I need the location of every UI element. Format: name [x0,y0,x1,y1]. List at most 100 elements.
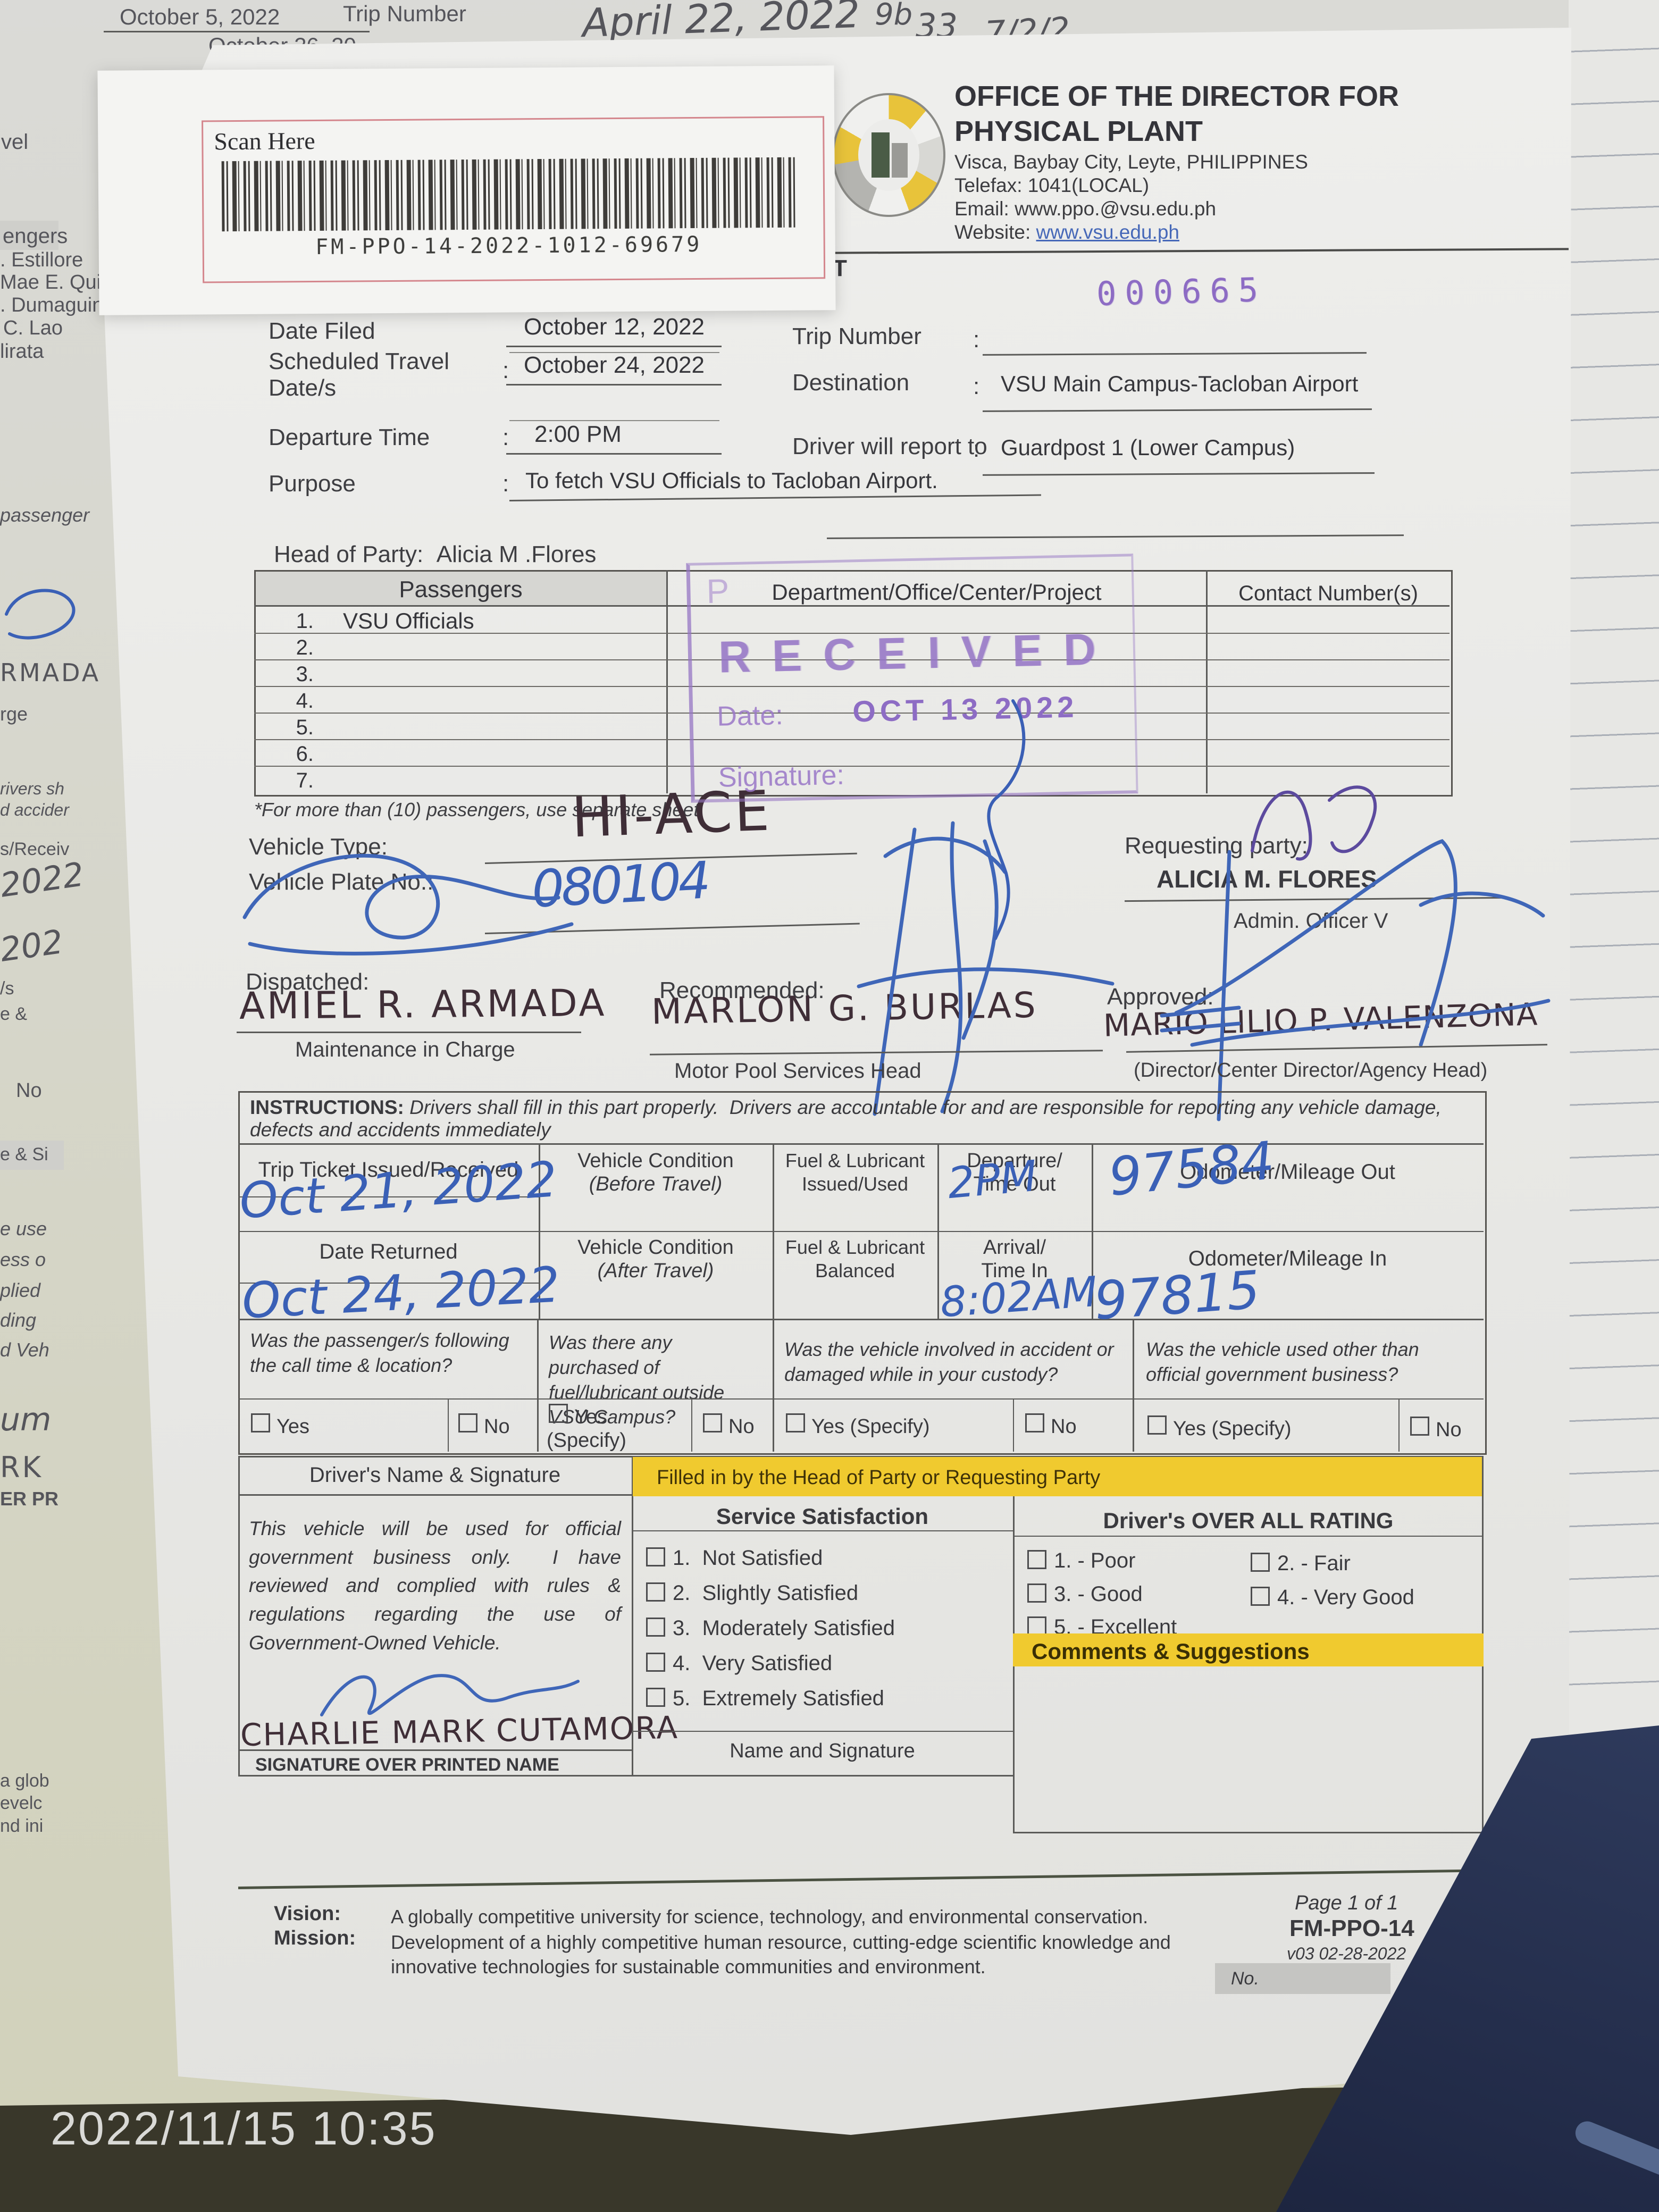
driver-name-handwritten: CHARLIE MARK CUTAMORA [240,1709,679,1754]
rating-verygood-checkbox [1251,1587,1270,1606]
filled-in-banner-text: Filled in by the Head of Party or Reques… [657,1467,1101,1489]
stamp-pen-mark [987,699,1026,940]
logo-building [872,132,890,178]
section-line [238,1494,632,1496]
name-and-signature-label: Name and Signature [730,1740,915,1762]
table-line [238,1196,539,1197]
q2-yes-specify-label: (Specify) [547,1429,626,1452]
recommended-signature [857,821,1115,1116]
q4-yes-label: Yes (Specify) [1173,1418,1292,1440]
bg-fragment: /s [0,978,14,999]
requesting-party-name: ALICIA M. FLORES [1157,865,1377,893]
barcode-number: FM-PPO-14-2022-1012-69679 [315,232,702,259]
rating-good-checkbox [1027,1583,1046,1603]
rating-verygood-label: 4. - Very Good [1277,1586,1414,1609]
question-call-time: Was the passenger/s following the call t… [250,1329,509,1376]
bg-fragment: ess o [0,1249,46,1270]
section-divider [632,1456,633,1776]
bg-fragment: e & [0,1004,28,1024]
mission-label: Mission: [274,1927,356,1949]
passenger-row-num: 4. [296,689,314,713]
mission-text-line2: innovative technologies for sustainable … [391,1956,986,1978]
satisfaction-4-checkbox [646,1653,665,1672]
form-code: FM-PPO-14 [1289,1915,1414,1941]
camera-timestamp: 2022/11/15 10:35 [51,2102,437,2155]
trip-ticket-issued-header: Trip Ticket Issued/Received [258,1158,519,1182]
bg-fragment: rge [0,703,28,725]
odometer-out-header: Odometer/Mileage Out [1180,1160,1395,1184]
q3-yes-label: Yes (Specify) [811,1415,930,1438]
vehicle-condition-before-sub: (Before Travel) [589,1173,723,1195]
underline [238,1749,632,1751]
bg-fragment: nd ini [0,1816,44,1836]
dispatched-label: Dispatched: [246,969,370,995]
table-row-line [254,605,1449,607]
instructions-label: INSTRUCTIONS: [250,1096,404,1118]
filled-in-banner: Filled in by the Head of Party or Reques… [633,1457,1482,1496]
passenger-row-num: 1. [296,609,314,633]
bg-fragment: vel [1,130,29,154]
table-divider [691,1398,692,1452]
vehicle-condition-after-sub: (After Travel) [597,1260,714,1282]
page-indicator: Page 1 of 1 [1295,1892,1398,1914]
section-line [632,1530,1013,1531]
table-divider [537,1319,539,1452]
comments-banner: Comments & Suggestions [1013,1633,1484,1666]
website-link: www.vsu.edu.ph [1036,221,1179,243]
bg-fragment: e use [0,1218,47,1239]
passenger-row-num: 5. [296,716,314,739]
stamp-received-text: RECEIVED [718,623,1118,682]
underline [982,472,1375,476]
dispatched-title: Maintenance in Charge [295,1038,515,1061]
table-divider [666,570,668,793]
fuel-balanced-header: Fuel & Lubricant [785,1236,925,1258]
rating-poor-label: 1. - Poor [1054,1549,1136,1572]
trip-number-label: Trip Number [792,323,921,349]
table-line [238,1398,1484,1400]
table-divider [773,1319,774,1452]
purpose-label: Purpose [269,471,356,497]
table-divider [1206,570,1208,793]
driver-report-value: Guardpost 1 (Lower Campus) [1001,435,1295,460]
table-row-line [254,739,1449,740]
departure-time-value: 2:00 PM [534,421,622,447]
section-border [238,1456,240,1776]
bg-fragment: engers [3,224,68,248]
q4-no-checkbox [1410,1417,1429,1436]
approved-label: Approved: [1107,984,1214,1010]
passenger-row-num: 6. [296,742,314,766]
signature-over-printed-name-label: SIGNATURE OVER PRINTED NAME [255,1755,559,1775]
departure-timeout-sub: Time Out [973,1173,1056,1195]
passenger-row-num: 3. [296,663,314,686]
footer-no-label: No. [1231,1968,1259,1989]
underlying-trip-number-label: Trip Number [343,1,466,26]
rating-fair-checkbox [1251,1553,1270,1572]
office-title-line1: OFFICE OF THE DIRECTOR FOR [954,80,1399,112]
bg-fragment: rivers sh [0,779,64,798]
bg-hw-rmada: RMADA [0,658,101,687]
bg-fragment: lirata [0,340,44,363]
scheduled-travel-label2: Date/s [269,375,337,401]
passengers-table [254,570,1453,797]
table-line [238,1143,1484,1145]
received-stamp: P RECEIVED Date: OCT 13 2022 Signature: [686,554,1138,803]
underline [506,346,722,347]
bg-fragment: ding [0,1309,37,1331]
arrival-timein-header: Arrival/ [983,1236,1046,1259]
head-of-party-row: Head of Party: Alicia M .Flores [274,541,596,568]
barcode-icon [221,157,795,232]
bg-fragment: Mae E. Quir [0,271,108,294]
vehicle-condition-after-header: Vehicle Condition [577,1236,734,1259]
bg-fragment: No [16,1079,42,1102]
date-filed-label: Date Filed [269,318,375,344]
section-line [238,1456,1484,1457]
underlying-date: October 5, 2022 [120,4,280,29]
serial-number-stamp: 000665 [1096,270,1267,314]
bg-fragment: d Veh [0,1339,49,1361]
approved-title: (Director/Center Director/Agency Head) [1134,1059,1488,1082]
stamp-partial-text: P [706,572,730,611]
q2-no-label: No [728,1415,755,1438]
logo-steps [892,143,908,178]
office-telefax: Telefax: 1041(LOCAL) [954,174,1150,196]
question-other-use: Was the vehicle used other than official… [1146,1338,1419,1385]
